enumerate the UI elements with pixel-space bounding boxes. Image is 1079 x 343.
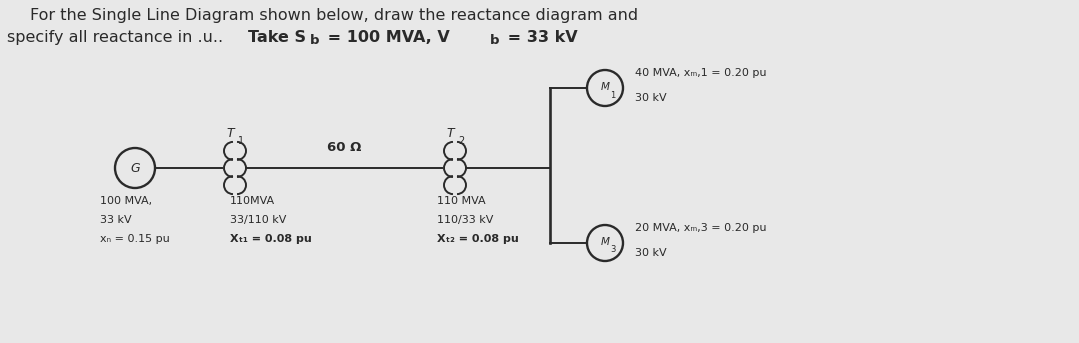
Text: T: T (227, 127, 234, 140)
Text: 33 kV: 33 kV (100, 215, 132, 225)
Text: 40 MVA, xₘ,1 = 0.20 pu: 40 MVA, xₘ,1 = 0.20 pu (636, 68, 766, 78)
Text: 3: 3 (611, 246, 616, 255)
Text: b: b (310, 34, 319, 47)
Text: 100 MVA,: 100 MVA, (100, 196, 152, 206)
Text: 110MVA: 110MVA (230, 196, 275, 206)
Text: 110/33 kV: 110/33 kV (437, 215, 493, 225)
Text: M: M (601, 237, 610, 247)
Text: Xₜ₂ = 0.08 pu: Xₜ₂ = 0.08 pu (437, 234, 519, 244)
Text: = 33 kV: = 33 kV (502, 30, 577, 45)
Text: b: b (490, 34, 500, 47)
Text: G: G (131, 162, 140, 175)
Text: 33/110 kV: 33/110 kV (230, 215, 286, 225)
Text: specify all reactance in .u..: specify all reactance in .u.. (6, 30, 223, 45)
Text: 1: 1 (611, 91, 616, 99)
Text: = 100 MVA, V: = 100 MVA, V (322, 30, 450, 45)
Text: M: M (601, 82, 610, 92)
Text: 1: 1 (238, 136, 244, 146)
Text: 30 kV: 30 kV (636, 248, 667, 258)
Text: 30 kV: 30 kV (636, 93, 667, 103)
Text: T: T (447, 127, 454, 140)
Text: 20 MVA, xₘ,3 = 0.20 pu: 20 MVA, xₘ,3 = 0.20 pu (636, 223, 766, 233)
Text: Xₜ₁ = 0.08 pu: Xₜ₁ = 0.08 pu (230, 234, 312, 244)
Text: 110 MVA: 110 MVA (437, 196, 486, 206)
Text: 60 Ω: 60 Ω (327, 141, 361, 154)
Text: xₙ = 0.15 pu: xₙ = 0.15 pu (100, 234, 169, 244)
Text: For the Single Line Diagram shown below, draw the reactance diagram and: For the Single Line Diagram shown below,… (30, 8, 638, 23)
Text: 2: 2 (457, 136, 464, 146)
Text: Take S: Take S (248, 30, 306, 45)
